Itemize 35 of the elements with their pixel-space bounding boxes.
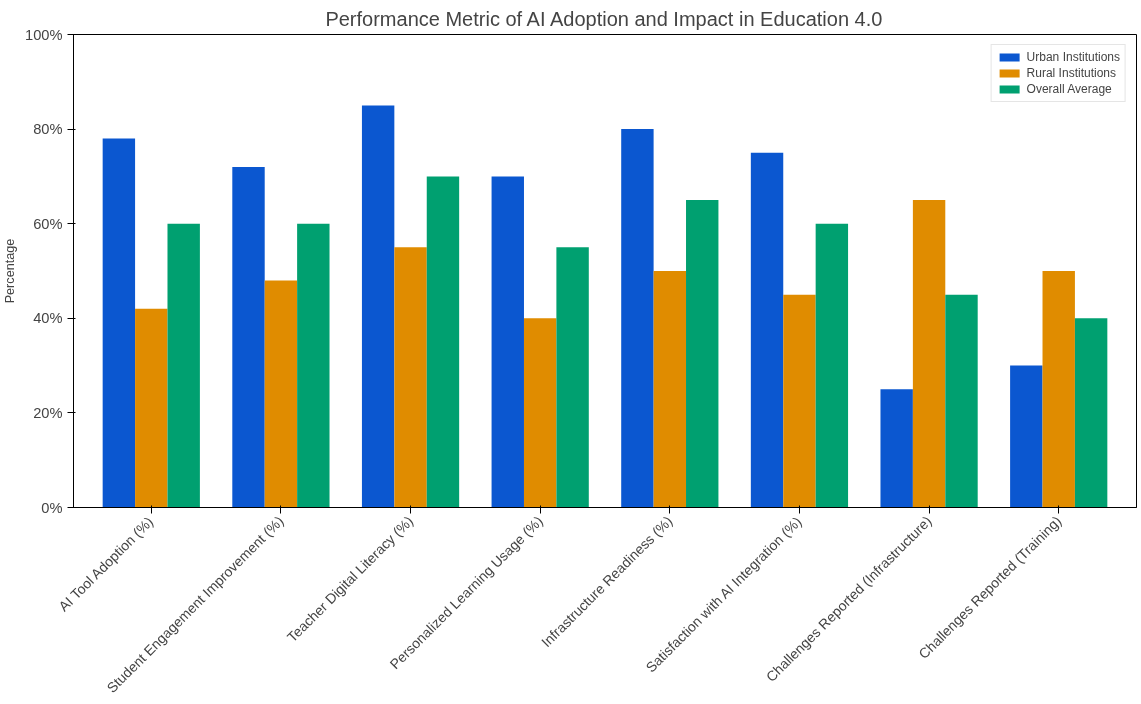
y-tick-label: 0%: [41, 499, 63, 516]
bar: [523, 318, 557, 508]
bar: [621, 129, 654, 508]
bar: [945, 294, 978, 508]
y-tick-label: 80%: [33, 121, 63, 138]
bar: [264, 280, 298, 508]
bar: [102, 138, 136, 508]
bar: [815, 223, 849, 508]
bar: [361, 105, 395, 508]
chart-title: Performance Metric of AI Adoption and Impact in Education 4.0: [325, 7, 883, 30]
bar: [686, 200, 719, 508]
bar: [135, 308, 168, 508]
bar: [750, 152, 784, 508]
bar: [394, 247, 427, 508]
bar: [783, 294, 816, 508]
bar: [556, 247, 589, 508]
bar: [912, 200, 946, 508]
y-tick-label: 40%: [33, 310, 63, 327]
bar: [880, 389, 913, 508]
y-tick-label: 100%: [25, 26, 63, 43]
bar: [232, 166, 265, 508]
legend-label: Overall Average: [1026, 82, 1112, 96]
bar: [653, 271, 687, 508]
bar: [297, 223, 330, 508]
bar: [426, 176, 460, 508]
bar: [491, 176, 524, 508]
y-tick-label: 60%: [33, 215, 63, 232]
bar: [1042, 271, 1075, 508]
y-tick-label: 20%: [33, 404, 63, 421]
legend-label: Urban Institutions: [1026, 50, 1120, 64]
bar: [167, 223, 200, 508]
legend-label: Rural Institutions: [1026, 66, 1116, 80]
bar: [1010, 365, 1043, 508]
y-axis-title: Percentage: [3, 238, 18, 304]
bar: [1074, 318, 1108, 508]
